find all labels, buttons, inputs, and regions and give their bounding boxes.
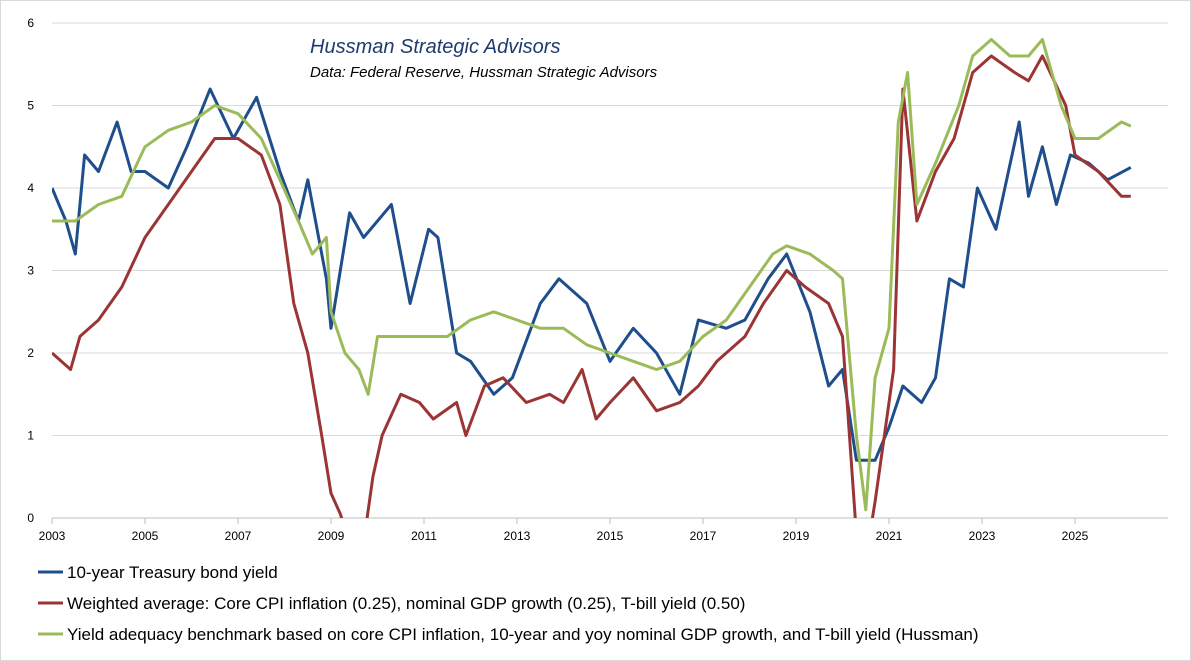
x-tick-label: 2017 [690,529,717,543]
y-tick-label: 0 [27,511,34,525]
x-tick-label: 2005 [132,529,159,543]
y-tick-label: 6 [27,16,34,30]
legend: 10-year Treasury bond yield Weighted aver… [38,563,979,644]
x-tick-label: 2021 [876,529,903,543]
x-tick-label: 2007 [225,529,252,543]
series-line-3 [52,38,1132,512]
chart-subtitle: Data: Federal Reserve, Hussman Strategic… [310,64,658,81]
series-line-1 [52,87,1132,462]
x-tick-label: 2011 [411,529,437,543]
legend-label: Yield adequacy benchmark based on core C… [67,625,979,644]
x-tick-label: 2015 [597,529,624,543]
x-tick-label: 2023 [969,529,996,543]
y-tick-label: 4 [27,181,34,195]
legend-label: 10-year Treasury bond yield [67,563,278,582]
x-axis-ticks: 2003 2005 2007 2009 2011 2013 2015 2017 2019 2021… [39,518,1089,543]
y-tick-label: 2 [27,346,34,360]
series-line-2 [52,54,1131,518]
chart-title: Hussman Strategic Advisors [310,36,560,58]
y-axis-ticks: 0 1 2 3 4 5 6 [27,16,34,525]
x-tick-label: 2013 [504,529,531,543]
x-tick-label: 2009 [318,529,345,543]
x-tick-label: 2025 [1062,529,1089,543]
legend-label: Weighted average: Core CPI inflation (0.… [67,594,745,613]
y-tick-label: 1 [27,429,34,443]
gridlines [52,22,1168,519]
x-tick-label: 2019 [783,529,810,543]
series-lines [52,38,1132,518]
y-tick-label: 3 [27,264,34,278]
x-tick-label: 2003 [39,529,66,543]
y-tick-label: 5 [27,99,34,113]
